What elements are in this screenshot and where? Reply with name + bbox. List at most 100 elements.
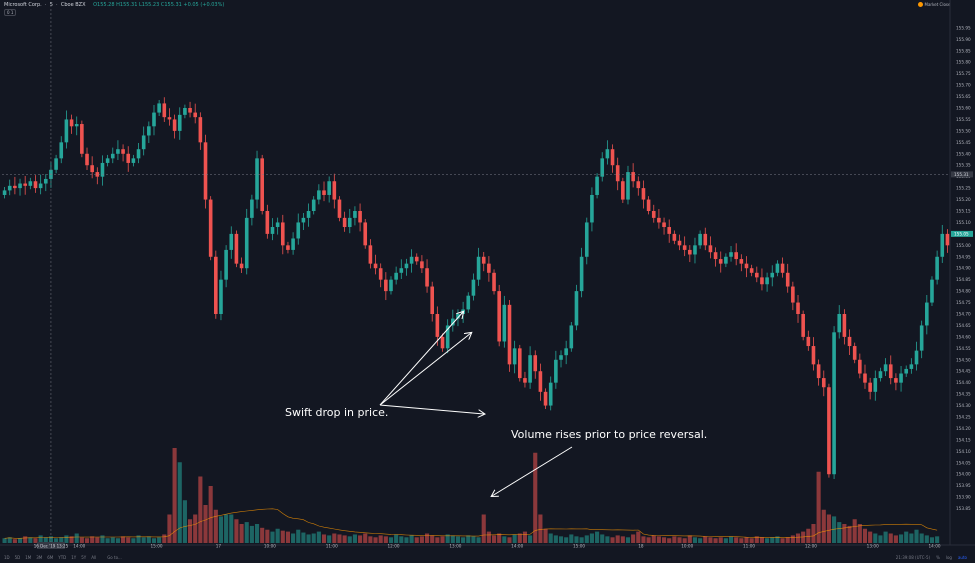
y-tick-label: 155.70 — [956, 83, 971, 88]
timeframe-5y[interactable]: 5Y — [81, 555, 87, 560]
log-toggle[interactable]: log — [945, 555, 952, 560]
volume-bar — [486, 531, 491, 543]
timeframe-6m[interactable]: 6M — [47, 555, 54, 560]
timeframe-1y[interactable]: 1Y — [71, 555, 77, 560]
candle-body — [832, 332, 836, 475]
candle-body — [827, 387, 831, 475]
timeframe-1d[interactable]: 1D — [4, 555, 10, 560]
volume-bar — [450, 535, 455, 543]
candle-body — [64, 119, 69, 143]
symbol-name[interactable]: Microsoft Corp. — [4, 2, 42, 8]
y-tick-label: 154.00 — [956, 472, 971, 477]
y-tick-label: 154.70 — [956, 312, 971, 317]
x-tick-label: 14:00 — [929, 544, 941, 549]
candle-body — [693, 245, 697, 255]
timeframe-5d[interactable]: 5D — [14, 555, 21, 560]
candle-body — [476, 256, 481, 280]
candle-body — [466, 295, 471, 310]
volume-bar — [636, 531, 641, 543]
volume-bar — [182, 500, 187, 543]
y-tick-label: 154.50 — [956, 357, 971, 362]
candle-body — [126, 153, 131, 163]
volume-bar — [28, 537, 33, 543]
candle-body — [250, 199, 254, 218]
volume-bar — [311, 533, 316, 543]
candle-body — [523, 378, 527, 383]
volume-bar — [265, 529, 270, 543]
volume-bar — [270, 531, 275, 543]
candle-body — [497, 291, 501, 342]
timeframe-1m[interactable]: 1M — [25, 555, 32, 560]
candle-body — [610, 149, 615, 166]
candle-body — [162, 103, 167, 118]
candle-body — [554, 359, 558, 383]
candle-body — [327, 181, 331, 195]
volume-bar — [914, 529, 919, 543]
y-tick-label: 154.35 — [956, 392, 971, 397]
volume-bar — [33, 538, 38, 543]
volume-bar — [816, 471, 821, 543]
volume-bar — [394, 534, 399, 543]
auto-toggle[interactable]: auto — [957, 555, 967, 560]
candle-body — [136, 149, 141, 159]
candle-body — [626, 172, 630, 200]
volume-bar — [661, 537, 667, 543]
volume-arrow — [492, 446, 573, 496]
volume-bar — [131, 538, 136, 543]
goto-button[interactable]: Go to... — [107, 555, 122, 560]
candle-body — [116, 149, 120, 154]
y-tick-label: 155.55 — [956, 117, 971, 122]
timeframe-3m[interactable]: 3M — [36, 555, 43, 560]
last-price-badge — [951, 230, 973, 237]
candle-body — [425, 268, 429, 287]
volume-bar — [811, 524, 816, 543]
y-tick-label: 154.90 — [956, 266, 971, 271]
y-tick-label: 154.45 — [956, 369, 971, 374]
candle-body — [342, 217, 347, 228]
candle-body — [765, 277, 769, 285]
x-tick-label: 18 — [638, 544, 644, 549]
candle-body — [317, 190, 321, 200]
y-tick-label: 154.05 — [956, 460, 971, 465]
volume-bar — [718, 537, 723, 543]
candle-body — [708, 245, 713, 253]
volume-bar — [337, 534, 342, 543]
candle-body — [188, 108, 192, 113]
volume-ma-line — [4, 508, 938, 539]
clock-label: 21:39:08 (UTC-5) — [895, 555, 931, 560]
percent-toggle[interactable]: % — [936, 555, 940, 560]
volume-bar — [929, 537, 935, 543]
candle-body — [615, 165, 620, 182]
volume-bar — [445, 534, 450, 543]
candle-body — [863, 373, 867, 383]
candle-body — [533, 355, 538, 372]
candle-body — [579, 256, 584, 292]
candle-body — [600, 158, 605, 177]
candle-body — [451, 318, 455, 326]
y-tick-label: 154.85 — [956, 277, 971, 282]
candle-body — [296, 222, 301, 239]
volume-bar — [90, 536, 95, 543]
chart-header: Microsoft Corp. · 5 · Cboe BZX O155.28 H… — [4, 2, 224, 8]
candle-body — [858, 359, 862, 374]
indicator-toggle[interactable]: 0 1 — [4, 9, 17, 16]
x-tick-label: 11:00 — [743, 544, 755, 549]
volume-bar — [543, 528, 548, 543]
y-tick-label: 155.45 — [956, 140, 971, 145]
timeframe-ytd[interactable]: YTD — [58, 555, 67, 560]
volume-bar — [754, 536, 759, 543]
volume-bar — [533, 452, 538, 543]
candle-body — [363, 222, 368, 246]
volume-bar — [54, 538, 59, 543]
volume-bar — [332, 533, 337, 543]
interval[interactable]: 5 — [49, 2, 53, 8]
volume-bar — [878, 535, 883, 543]
price-axis — [950, 0, 975, 563]
y-tick-label: 154.80 — [956, 289, 971, 294]
symbol-sep-1: · — [43, 2, 49, 8]
volume-bar — [795, 533, 801, 543]
candle-body — [270, 227, 275, 234]
timeframe-all[interactable]: All — [91, 555, 97, 560]
y-tick-label: 154.65 — [956, 323, 971, 328]
